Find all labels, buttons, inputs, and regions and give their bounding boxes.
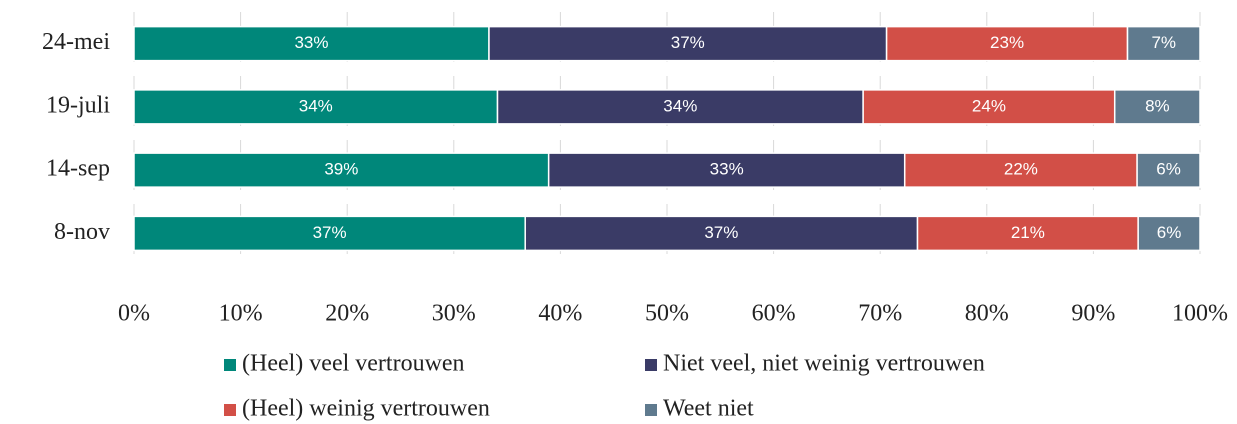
legend-label: (Heel) veel vertrouwen	[242, 351, 465, 377]
data-label: 8%	[1145, 96, 1170, 115]
data-label: 6%	[1157, 223, 1182, 242]
x-tick-label: 30%	[432, 301, 476, 327]
x-tick-label: 10%	[219, 301, 263, 327]
y-tick-label: 14-sep	[46, 156, 110, 182]
data-label: 34%	[299, 96, 333, 115]
data-label: 23%	[990, 33, 1024, 52]
bar-segment	[133, 25, 490, 62]
y-tick-label: 19-juli	[46, 92, 110, 118]
x-tick-label: 50%	[645, 301, 689, 327]
x-tick-label: 20%	[325, 301, 369, 327]
legend-label: Niet veel, niet weinig vertrouwen	[663, 351, 985, 377]
x-tick-label: 40%	[538, 301, 582, 327]
x-tick-label: 80%	[965, 301, 1009, 327]
legend-swatch	[224, 359, 236, 371]
legend-label: Weet niet	[663, 396, 754, 422]
x-tick-label: 60%	[752, 301, 796, 327]
data-label: 33%	[294, 33, 328, 52]
x-tick-label: 100%	[1172, 301, 1228, 327]
bar-segment	[1113, 89, 1201, 125]
bar-segment	[547, 152, 906, 188]
bar-segment	[133, 215, 526, 252]
legend-swatch	[224, 404, 236, 416]
data-label: 33%	[710, 160, 744, 179]
data-label: 24%	[972, 96, 1006, 115]
data-label: 22%	[1004, 160, 1038, 179]
bar-segment	[862, 89, 1116, 125]
x-tick-label: 0%	[118, 301, 150, 327]
bar-segment	[1136, 152, 1201, 188]
x-tick-label: 90%	[1071, 301, 1115, 327]
bar-segment	[1126, 25, 1201, 62]
bar-segment	[885, 25, 1129, 62]
bar-segment	[1137, 215, 1201, 252]
bar-segment	[916, 215, 1139, 252]
y-tick-label: 8-nov	[54, 219, 110, 245]
data-label: 39%	[324, 160, 358, 179]
data-label: 34%	[663, 96, 697, 115]
legend-swatch	[645, 359, 657, 371]
data-label: 6%	[1156, 160, 1181, 179]
x-tick-label: 70%	[858, 301, 902, 327]
data-label: 37%	[313, 223, 347, 242]
legend-label: (Heel) weinig vertrouwen	[242, 396, 490, 422]
data-label: 37%	[704, 223, 738, 242]
bar-segment	[524, 215, 919, 252]
data-label: 7%	[1151, 33, 1176, 52]
legend-swatch	[645, 404, 657, 416]
bar-segment	[488, 25, 888, 62]
data-label: 37%	[671, 33, 705, 52]
y-tick-label: 24-mei	[42, 29, 110, 55]
bar-segment	[133, 152, 550, 188]
data-label: 21%	[1011, 223, 1045, 242]
